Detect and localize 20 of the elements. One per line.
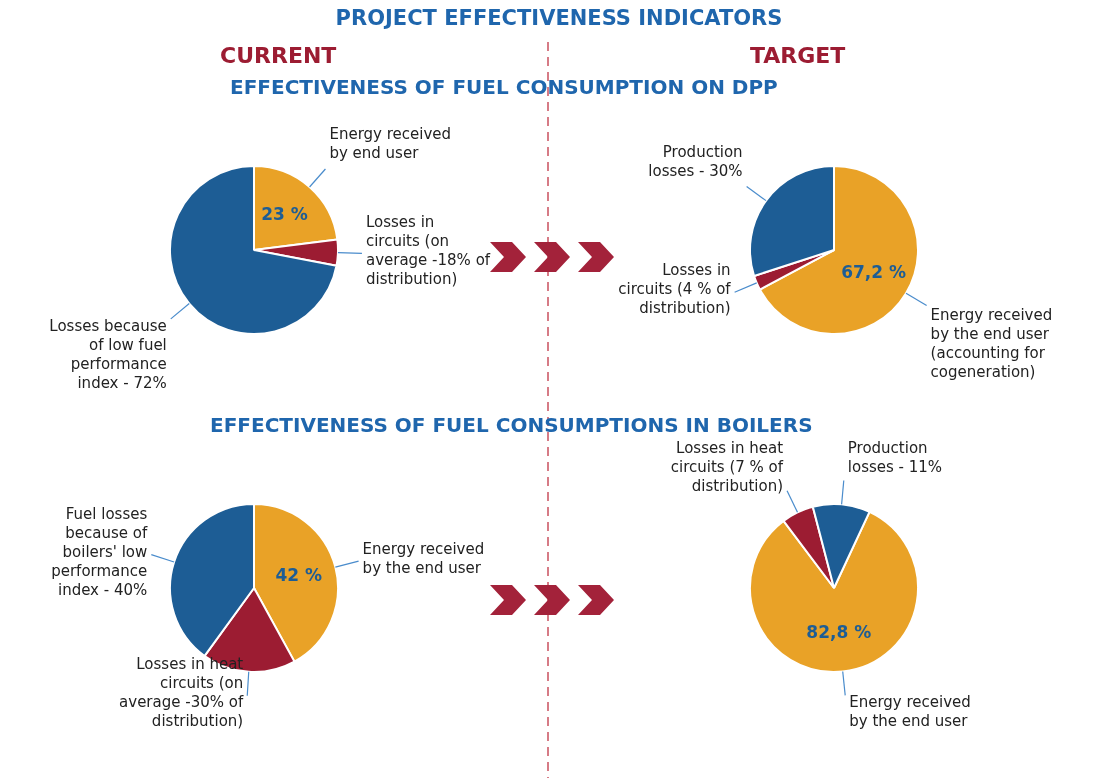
slice-label: Losses in heat circuits (7 % of distribution) [670, 439, 784, 496]
data-label: 23 % [261, 203, 308, 224]
data-label: 82,8 % [806, 622, 872, 643]
slice-label: Fuel losses because of boilers' low performance index - 40% [51, 504, 148, 599]
chart-subtitle: CURRENT [219, 42, 338, 70]
chart-title: EFFECTIVENESS OF FUEL CONSUMPTION ON DPP [229, 74, 778, 101]
slice-label: Production losses - 30% [648, 142, 743, 180]
legend-label: Losses in circuits (on average -18% of distribution) [365, 212, 491, 288]
slice-label: Energy received by end user [329, 125, 452, 163]
data-label: 67,2 % [841, 262, 907, 283]
chart-title: EFFECTIVENESS OF FUEL CONSUMPTIONS IN BOILERS [209, 412, 813, 439]
slice-label: Energy received by the end user [362, 539, 485, 577]
slice-label: Losses because of low fuel performance index - 72% [49, 317, 167, 393]
slice-label: Losses in circuits (4 % of distribution) [618, 261, 732, 318]
data-label: 42 % [275, 564, 323, 585]
slice-label: Production losses - 11% [847, 439, 943, 477]
slice-label: Energy received by the end user [849, 693, 971, 731]
slice-label: Energy received by the end user (accounting for cogeneration) [930, 305, 1053, 381]
text: PROJECT EFFECTIVENESS INDICATORS [334, 6, 784, 30]
chart-subtitle: TARGET [749, 42, 847, 70]
